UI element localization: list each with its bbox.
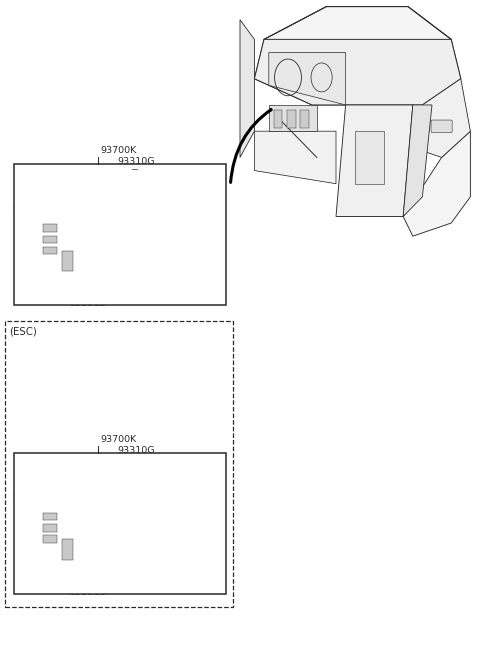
Polygon shape: [110, 554, 114, 581]
Polygon shape: [83, 544, 99, 548]
Polygon shape: [254, 131, 336, 184]
Polygon shape: [95, 501, 170, 508]
FancyArrowPatch shape: [230, 110, 271, 182]
Polygon shape: [60, 251, 183, 268]
Text: 93700K: 93700K: [101, 146, 137, 155]
Text: 93331C: 93331C: [58, 291, 95, 300]
Polygon shape: [97, 557, 110, 581]
Polygon shape: [43, 224, 57, 232]
Polygon shape: [254, 39, 461, 105]
FancyBboxPatch shape: [431, 120, 452, 133]
Polygon shape: [41, 502, 65, 508]
Polygon shape: [83, 259, 95, 285]
Polygon shape: [74, 219, 170, 245]
Polygon shape: [269, 105, 317, 131]
Polygon shape: [41, 508, 58, 548]
Text: 93730D: 93730D: [46, 569, 83, 579]
Polygon shape: [95, 212, 170, 219]
Polygon shape: [170, 503, 179, 533]
Polygon shape: [62, 251, 73, 271]
Polygon shape: [43, 236, 57, 243]
Polygon shape: [269, 52, 346, 105]
Text: 93730D: 93730D: [46, 281, 83, 290]
Text: 93700K: 93700K: [101, 435, 137, 444]
Polygon shape: [60, 530, 80, 535]
Polygon shape: [110, 265, 114, 292]
Polygon shape: [170, 215, 179, 245]
Polygon shape: [254, 7, 461, 105]
Text: 93331D: 93331D: [70, 588, 107, 597]
Polygon shape: [83, 548, 95, 574]
Polygon shape: [58, 502, 65, 548]
Polygon shape: [74, 530, 80, 567]
Text: 93310G: 93310G: [118, 157, 155, 166]
Polygon shape: [43, 524, 57, 532]
Text: 94950: 94950: [12, 205, 42, 214]
Text: 93331D: 93331D: [70, 299, 107, 308]
Text: 93310G: 93310G: [118, 445, 155, 455]
Polygon shape: [60, 241, 80, 246]
Polygon shape: [58, 213, 65, 259]
Polygon shape: [41, 219, 58, 259]
Polygon shape: [83, 256, 99, 259]
Polygon shape: [274, 110, 282, 128]
Polygon shape: [74, 241, 80, 278]
Polygon shape: [403, 131, 470, 236]
Polygon shape: [355, 131, 384, 184]
Polygon shape: [287, 110, 296, 128]
Polygon shape: [97, 268, 110, 292]
Polygon shape: [336, 105, 413, 216]
Polygon shape: [41, 213, 65, 219]
Polygon shape: [422, 79, 470, 157]
Text: 94950: 94950: [12, 493, 42, 502]
Polygon shape: [240, 20, 254, 157]
Text: 93331C: 93331C: [58, 579, 95, 588]
Bar: [14, 164, 226, 305]
Polygon shape: [60, 535, 74, 567]
Polygon shape: [403, 105, 432, 216]
Polygon shape: [300, 110, 309, 128]
Polygon shape: [60, 246, 74, 278]
Polygon shape: [43, 513, 57, 520]
Polygon shape: [95, 544, 99, 574]
Polygon shape: [95, 256, 99, 285]
Polygon shape: [43, 247, 57, 255]
Polygon shape: [97, 554, 114, 557]
Polygon shape: [43, 535, 57, 543]
Text: (ESC): (ESC): [9, 327, 36, 337]
Polygon shape: [74, 508, 170, 533]
Polygon shape: [60, 539, 183, 557]
Bar: [14, 453, 226, 594]
Polygon shape: [62, 539, 73, 560]
Polygon shape: [97, 265, 114, 268]
